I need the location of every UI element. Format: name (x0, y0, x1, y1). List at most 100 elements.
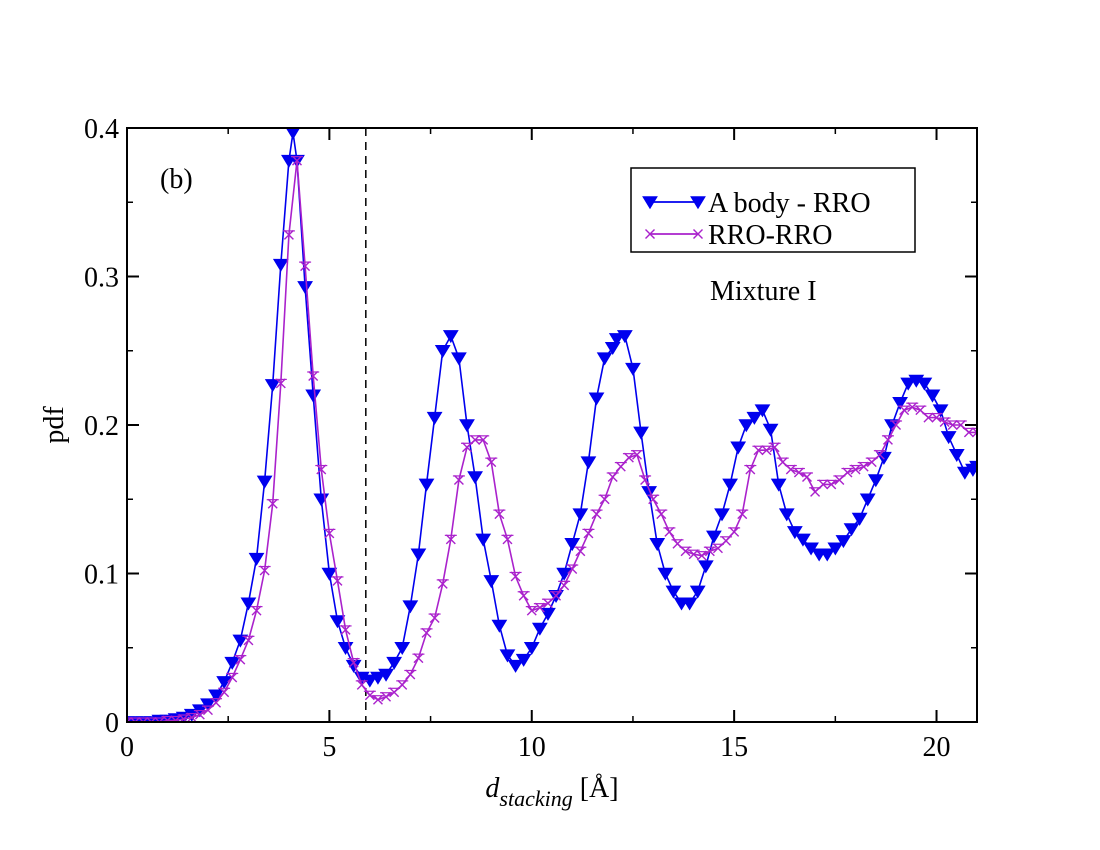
data-point (858, 461, 869, 472)
x-axis-label-sub: stacking (499, 786, 572, 811)
data-point (267, 498, 278, 509)
data-point (138, 717, 149, 722)
data-point (467, 471, 483, 485)
data-point (219, 687, 230, 698)
data-point (316, 464, 327, 475)
series-rro-rro (127, 155, 977, 722)
data-point (793, 467, 804, 478)
data-point (300, 261, 311, 272)
data-point (835, 535, 852, 549)
y-tick-label: 0.3 (84, 263, 119, 294)
data-point (251, 605, 262, 616)
data-point (761, 445, 772, 456)
data-point (510, 571, 521, 582)
data-point (588, 392, 605, 406)
data-point (704, 546, 715, 557)
data-point (445, 534, 456, 545)
data-point (224, 656, 241, 670)
data-point (640, 474, 651, 485)
data-point (567, 564, 578, 575)
data-point (572, 508, 589, 522)
y-tick-label: 0.4 (84, 114, 119, 145)
data-point (200, 698, 216, 712)
data-point (285, 128, 301, 140)
data-point (818, 479, 829, 490)
y-tick-label: 0.1 (84, 560, 119, 591)
data-point (746, 411, 763, 425)
data-point (283, 229, 294, 240)
data-point (542, 598, 553, 609)
data-point (969, 460, 977, 474)
data-point (170, 715, 181, 722)
data-point (259, 565, 270, 576)
data-point (656, 509, 667, 520)
data-point (526, 605, 537, 616)
data-point (235, 654, 246, 665)
data-point (778, 508, 795, 522)
data-point (478, 434, 489, 445)
data-point (272, 258, 289, 272)
data-point (916, 377, 933, 391)
data-point (248, 552, 265, 566)
data-point (762, 423, 779, 437)
data-point (162, 715, 173, 722)
data-point (625, 362, 641, 376)
data-point (882, 434, 893, 445)
data-point (591, 509, 602, 520)
data-point (770, 478, 787, 492)
data-point (664, 526, 675, 537)
data-point (932, 404, 949, 418)
data-point (534, 602, 545, 613)
x-axis-label-main: d (485, 773, 500, 804)
data-point (714, 508, 730, 522)
data-point (616, 330, 633, 344)
data-point (633, 426, 649, 440)
x-tick-label: 0 (120, 732, 134, 763)
data-point (859, 493, 876, 507)
data-point (502, 534, 513, 545)
data-point (275, 378, 286, 389)
data-point (348, 657, 359, 668)
data-point (531, 622, 548, 636)
data-point (329, 615, 346, 629)
data-point (429, 613, 440, 624)
data-point (834, 474, 845, 485)
data-point (356, 679, 367, 690)
data-point (785, 464, 796, 475)
data-point (972, 427, 977, 438)
data-point (580, 456, 597, 470)
data-point (154, 717, 165, 722)
data-point (308, 371, 319, 381)
data-point (216, 676, 233, 690)
data-point (697, 560, 714, 574)
data-point (551, 590, 562, 601)
data-point (211, 697, 222, 708)
data-point (632, 449, 642, 460)
data-point (706, 530, 722, 544)
data-point (559, 580, 570, 591)
data-point (402, 600, 419, 614)
data-point (722, 478, 738, 492)
data-point (564, 538, 581, 552)
data-point (648, 494, 659, 505)
data-point (394, 642, 411, 656)
data-point (754, 404, 771, 418)
data-point (264, 379, 281, 393)
data-point (232, 634, 249, 648)
data-point (208, 689, 224, 703)
data-point (786, 526, 803, 540)
data-point (583, 528, 594, 539)
data-point (332, 575, 343, 586)
data-point (240, 597, 257, 611)
data-point (243, 635, 254, 646)
data-point (227, 672, 238, 683)
data-point (891, 420, 902, 430)
data-point (178, 714, 189, 722)
data-point (130, 717, 141, 722)
data-point (850, 464, 861, 475)
legend-marker (642, 196, 658, 210)
data-point (874, 449, 885, 460)
data-point (426, 411, 443, 425)
data-point (405, 669, 416, 680)
data-point (769, 442, 780, 453)
